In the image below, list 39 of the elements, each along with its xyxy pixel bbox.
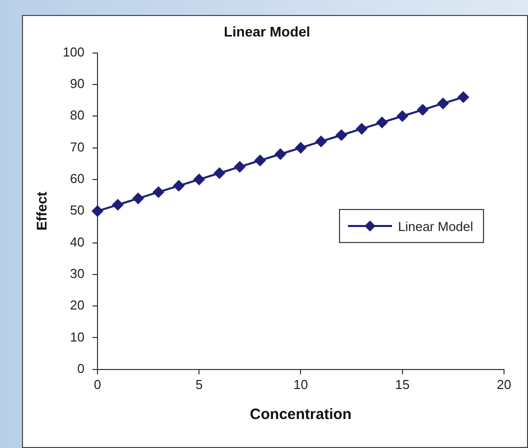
x-tick-label: 15 bbox=[395, 376, 410, 392]
legend-label: Linear Model bbox=[398, 218, 474, 234]
point bbox=[376, 116, 388, 128]
point bbox=[458, 92, 469, 103]
y-tick-label: 60 bbox=[70, 171, 84, 186]
x-tick-label: 0 bbox=[94, 376, 102, 392]
y-tick-label: 0 bbox=[77, 360, 84, 376]
point bbox=[234, 161, 246, 172]
x-tick-label: 5 bbox=[196, 376, 203, 392]
point bbox=[316, 136, 327, 147]
y-tick-label: 50 bbox=[70, 202, 84, 218]
y-tick-label: 40 bbox=[70, 234, 84, 250]
point bbox=[194, 174, 205, 185]
point bbox=[417, 104, 428, 116]
y-axis-title: Effect bbox=[33, 191, 50, 231]
point bbox=[214, 168, 225, 179]
point bbox=[438, 98, 449, 109]
point bbox=[92, 206, 103, 217]
point bbox=[152, 186, 164, 198]
point bbox=[254, 154, 266, 166]
point bbox=[274, 148, 286, 160]
point bbox=[356, 123, 368, 134]
point bbox=[295, 142, 306, 154]
y-tick-label: 30 bbox=[70, 266, 84, 281]
x-axis-title: Concentration bbox=[250, 406, 352, 424]
y-tick-label: 20 bbox=[70, 298, 84, 313]
point bbox=[112, 199, 124, 210]
point bbox=[396, 110, 408, 122]
y-tick-label: 100 bbox=[62, 44, 84, 60]
point bbox=[173, 180, 184, 192]
x-tick-label: 20 bbox=[496, 376, 512, 392]
x-tick-label: 10 bbox=[294, 376, 308, 392]
point bbox=[336, 130, 347, 141]
chart-title: Linear Model bbox=[224, 23, 310, 40]
point bbox=[132, 192, 144, 204]
y-tick-label: 80 bbox=[70, 108, 84, 123]
y-tick-label: 10 bbox=[70, 329, 84, 344]
y-tick-label: 70 bbox=[70, 139, 84, 154]
y-tick-label: 90 bbox=[70, 76, 84, 92]
